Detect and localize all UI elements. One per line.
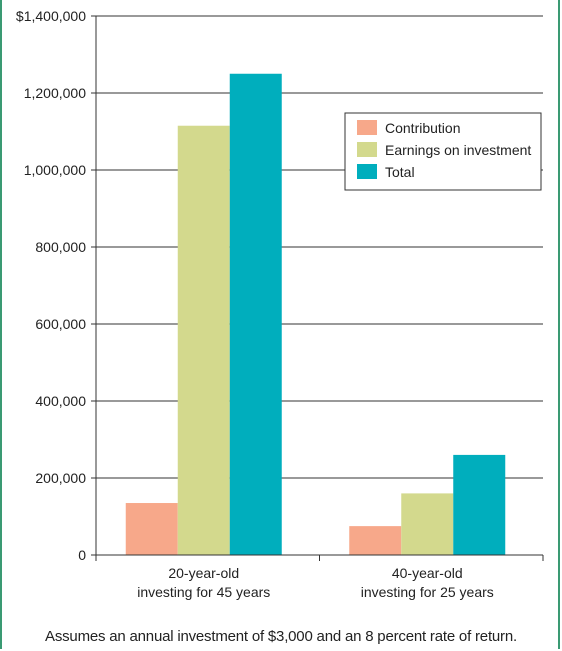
legend-box	[344, 112, 542, 191]
axes	[91, 15, 544, 561]
x-tick-label: investing for 25 years	[361, 584, 494, 600]
legend-label: Total	[385, 164, 415, 180]
bar-contribution-2	[349, 526, 402, 555]
x-tick-labels: 20-year-old investing for 45 years 40-year…	[137, 565, 494, 600]
y-tick-labels: 0 200,000 400,000 600,000 800,000 1,000,000 1,…	[16, 8, 86, 563]
legend-swatch	[357, 142, 377, 157]
y-tick-label: 200,000	[35, 470, 86, 486]
y-tick-label: 800,000	[35, 239, 86, 255]
bar-total-1	[229, 73, 282, 555]
bar-earnings-on-investment-2	[401, 493, 454, 555]
y-tick-label: 600,000	[35, 316, 86, 332]
bar-total-2	[453, 454, 506, 555]
legend-swatch	[357, 120, 377, 135]
gridlines	[96, 15, 543, 479]
y-tick-label: 0	[78, 547, 86, 563]
y-tick-label: 400,000	[35, 393, 86, 409]
bar-contribution-1	[125, 503, 178, 555]
bar-earnings-on-investment-1	[177, 125, 230, 555]
legend-swatch	[357, 164, 377, 179]
y-tick-label: $1,400,000	[16, 8, 86, 24]
bars	[125, 73, 506, 555]
x-tick-label: 20-year-old	[168, 565, 239, 581]
y-tick-label: 1,000,000	[24, 162, 86, 178]
legend-label: Contribution	[385, 120, 461, 136]
footnote: Assumes an annual investment of $3,000 a…	[45, 628, 517, 645]
legend: Contribution Earnings on investment Total	[344, 112, 542, 191]
y-tick-label: 1,200,000	[24, 85, 86, 101]
x-tick-label: investing for 45 years	[137, 584, 270, 600]
legend-label: Earnings on investment	[385, 142, 531, 158]
x-tick-label: 40-year-old	[392, 565, 463, 581]
